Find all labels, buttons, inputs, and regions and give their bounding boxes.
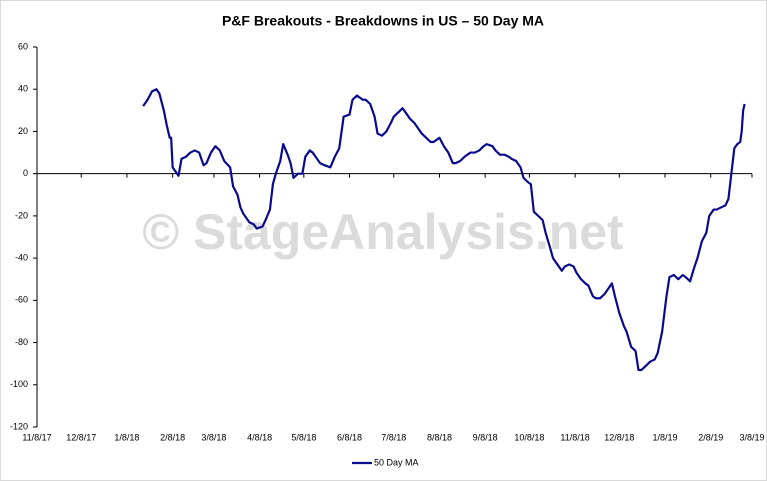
x-tick-label: 6/8/18 [337, 432, 362, 442]
y-tick-label: -120 [10, 421, 28, 431]
x-tick-label: 2/8/18 [160, 432, 185, 442]
x-tick-label: 7/8/18 [381, 432, 406, 442]
y-tick-label: -60 [15, 295, 28, 305]
x-tick-label: 2/8/19 [698, 432, 723, 442]
x-tick-label: 12/8/18 [604, 432, 634, 442]
y-tick-label: 0 [23, 168, 28, 178]
x-tick-label: 12/8/17 [66, 432, 96, 442]
x-tick-label: 8/8/18 [427, 432, 452, 442]
y-tick-label: 40 [18, 84, 28, 94]
watermark: © StageAnalysis.net [142, 204, 624, 260]
y-tick-label: -100 [10, 379, 28, 389]
chart-title: P&F Breakouts - Breakdowns in US – 50 Da… [222, 13, 544, 29]
x-tick-label: 5/8/18 [291, 432, 316, 442]
x-tick-label: 1/8/18 [114, 432, 139, 442]
y-tick-label: -40 [15, 252, 28, 262]
y-tick-label: -20 [15, 210, 28, 220]
x-tick-label: 11/8/18 [560, 432, 589, 442]
x-tick-label: 10/8/18 [514, 432, 544, 442]
y-tick-label: 20 [18, 126, 28, 136]
x-tick-label: 1/8/19 [653, 432, 678, 442]
y-tick-label: -80 [15, 337, 28, 347]
x-tick-label: 11/8/17 [22, 432, 51, 442]
x-tick-label: 3/8/18 [201, 432, 226, 442]
x-tick-label: 9/8/18 [473, 432, 498, 442]
x-tick-label: 3/8/19 [739, 432, 764, 442]
y-tick-label: 60 [18, 41, 28, 51]
legend-label: 50 Day MA [374, 457, 419, 467]
x-tick-label: 4/8/18 [247, 432, 272, 442]
series-line [142, 88, 746, 372]
